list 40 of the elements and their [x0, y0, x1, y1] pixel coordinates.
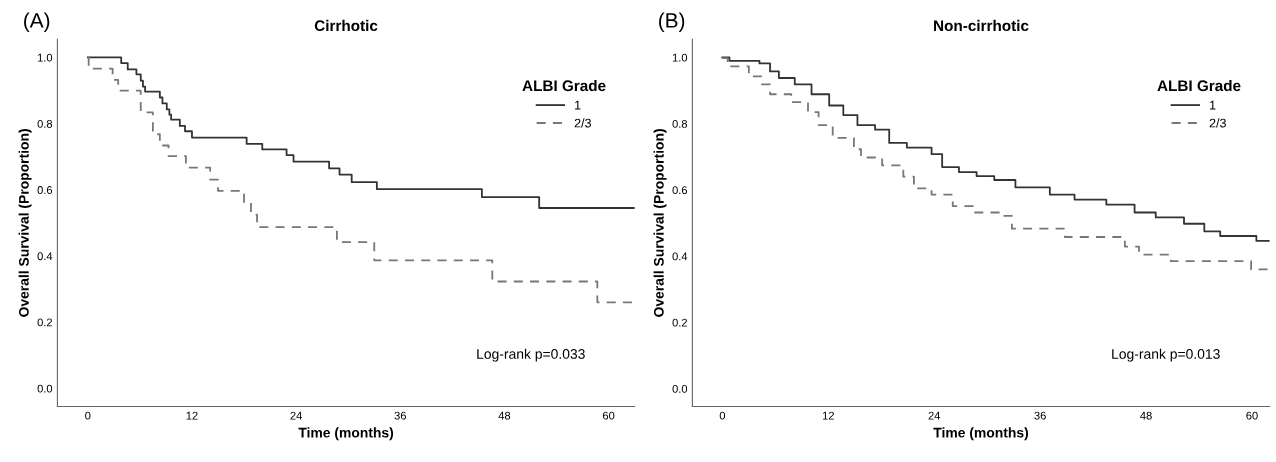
y-axis-title: Overall Survival (Proportion) [18, 129, 32, 317]
x-tick-label: 60 [1246, 411, 1258, 420]
x-tick-label: 24 [290, 411, 302, 420]
text: (A) [24, 12, 50, 32]
y-tick-label: 0.0 [672, 384, 688, 393]
y-tick-label: 0.6 [672, 186, 688, 195]
annotation: Log-rank p=0.013 [1112, 348, 1220, 362]
chart-title: Cirrhotic [314, 19, 378, 32]
x-tick-label: 36 [1034, 411, 1046, 420]
y-tick-label: 0.8 [672, 119, 688, 128]
legend-label: 2/3 [574, 118, 591, 128]
chart-title: Non-cirrhotic [934, 19, 1029, 32]
x-tick-label: 60 [603, 411, 615, 420]
y-tick-label: 0.0 [37, 384, 53, 393]
text: (B) [659, 12, 685, 32]
legend-label: 2/3 [1209, 118, 1226, 128]
x-tick-label: 12 [822, 411, 834, 420]
x-tick-label: 48 [1140, 411, 1152, 420]
y-tick-label: 1.0 [672, 53, 688, 62]
y-tick-label: 1.0 [37, 53, 53, 62]
y-tick-label: 0.4 [672, 252, 688, 261]
x-axis-title: Time (months) [933, 427, 1029, 441]
x-tick-label: 24 [928, 411, 941, 420]
y-tick-label: 0.4 [37, 252, 53, 261]
legend-label: 1 [575, 100, 581, 110]
x-tick-label: 0 [85, 411, 91, 420]
annotation: Log-rank p=0.033 [477, 348, 585, 362]
y-tick-label: 0.2 [672, 318, 687, 327]
x-axis-title: Time (months) [298, 427, 394, 441]
legend-title: ALBI Grade [1157, 79, 1241, 92]
x-tick-label: 12 [186, 411, 198, 420]
x-tick-label: 0 [719, 411, 726, 420]
y-axis-title: Overall Survival (Proportion) [653, 129, 667, 317]
x-tick-label: 36 [394, 411, 406, 420]
y-tick-label: 0.2 [37, 318, 52, 327]
legend-label: 1 [1210, 100, 1216, 110]
legend-title: ALBI Grade [522, 79, 606, 92]
y-tick-label: 0.6 [37, 186, 53, 194]
x-tick-label: 48 [498, 411, 511, 420]
y-tick-label: 0.8 [37, 119, 53, 128]
